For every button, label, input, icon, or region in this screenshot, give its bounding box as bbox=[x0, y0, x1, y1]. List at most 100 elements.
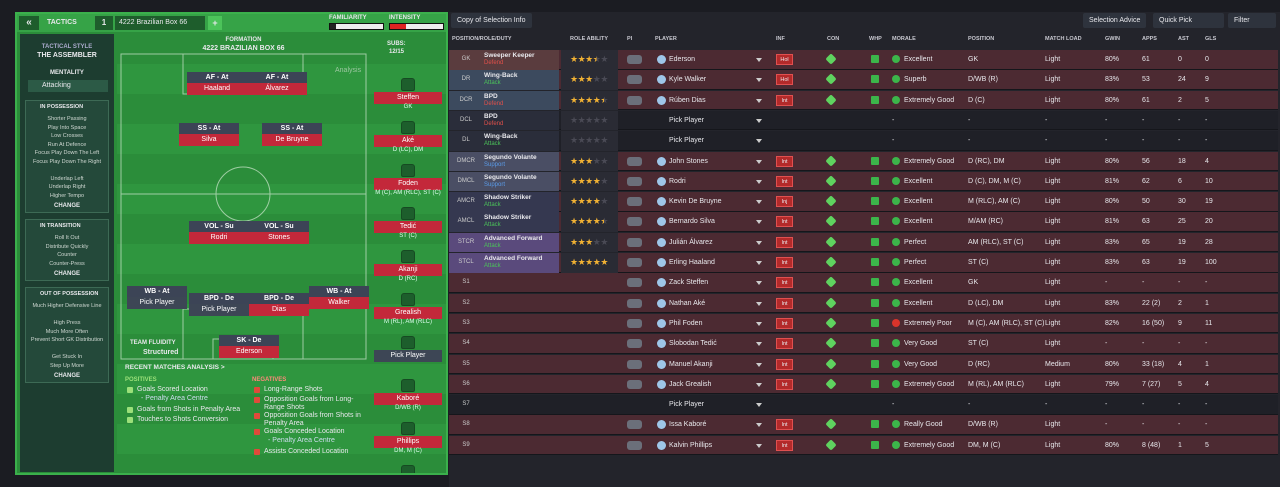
position-card[interactable]: WB - At Pick Player bbox=[127, 286, 187, 309]
dropdown-arrow[interactable] bbox=[756, 403, 762, 408]
table-row[interactable]: DMCL Segundo Volante Support ★★★★★ Rodri Int E… bbox=[449, 171, 1278, 192]
dropdown-arrow[interactable] bbox=[756, 301, 762, 306]
back-button[interactable]: « bbox=[19, 16, 39, 30]
table-row[interactable]: S9 Kalvin Phillips Int Extremely Good DM, M … bbox=[449, 435, 1278, 456]
player-name[interactable]: Rodri bbox=[669, 177, 686, 185]
player-name[interactable]: Kalvin Phillips bbox=[669, 441, 713, 449]
player-name[interactable]: Erling Haaland bbox=[669, 259, 715, 266]
mentality[interactable]: Attacking bbox=[28, 80, 108, 92]
sub-card[interactable]: Pick Player bbox=[374, 336, 442, 362]
player-name[interactable]: John Stones bbox=[669, 157, 708, 165]
table-row[interactable]: DR Wing-Back Attack ★★★★★ Kyle Walker Hol Supe… bbox=[449, 70, 1278, 90]
filter[interactable]: Filter bbox=[1228, 13, 1276, 28]
column-header[interactable]: GWIN bbox=[1105, 36, 1120, 42]
dropdown-arrow[interactable] bbox=[756, 240, 762, 245]
player-name[interactable]: Kevin De Bruyne bbox=[669, 198, 722, 206]
add-tactic[interactable]: + bbox=[208, 16, 222, 30]
table-row[interactable]: STCL Advanced Forward Attack ★★★★★ Erling Ha… bbox=[449, 253, 1278, 273]
position-card[interactable]: VOL - Su Rodri bbox=[189, 221, 249, 244]
player-name[interactable]: Jack Grealish bbox=[669, 380, 712, 388]
table-row[interactable]: S2 Nathan Aké Int Excellent D (LC), DM Light 8… bbox=[449, 293, 1278, 314]
player-name[interactable]: Zack Steffen bbox=[669, 279, 709, 287]
player-name[interactable]: Nathan Aké bbox=[669, 299, 706, 307]
table-row[interactable]: S1 Zack Steffen Int Excellent GK Light - - - - bbox=[449, 273, 1278, 293]
position-card[interactable]: WB - At Walker bbox=[309, 286, 369, 309]
dropdown-arrow[interactable] bbox=[756, 382, 762, 387]
column-header[interactable]: ROLE ABILITY bbox=[570, 36, 608, 42]
dropdown-arrow[interactable] bbox=[756, 159, 762, 164]
player-name[interactable]: Slobodan Tedić bbox=[669, 340, 717, 348]
table-row[interactable]: S5 Manuel Akanji Int Very Good D (RC) Medium 8… bbox=[449, 354, 1278, 374]
player-name[interactable]: Issa Kaboré bbox=[669, 421, 707, 429]
table-row[interactable]: DCL BPD Defend ★★★★★ Pick Player - - - - - - - bbox=[449, 110, 1278, 131]
dropdown-arrow[interactable] bbox=[756, 443, 762, 448]
column-header[interactable]: INF bbox=[776, 36, 785, 42]
dropdown-arrow[interactable] bbox=[756, 261, 762, 265]
sub-card[interactable]: Grealish M (RL), AM (RLC) bbox=[374, 293, 442, 325]
sub-card[interactable]: Ortega bbox=[374, 465, 442, 473]
column-header[interactable]: PLAYER bbox=[655, 36, 677, 42]
position-card[interactable]: BPD - De Dias bbox=[249, 293, 309, 316]
column-header[interactable]: POSITION bbox=[968, 36, 995, 42]
tab-label[interactable]: TACTICS bbox=[47, 19, 77, 26]
player-name[interactable]: Pick Player bbox=[669, 137, 705, 145]
analysis-toggle[interactable]: Analysis bbox=[335, 67, 362, 74]
table-row[interactable]: GK Sweeper Keeper Defend ★★★★★ Ederson Hol Exc… bbox=[449, 50, 1278, 70]
dropdown-arrow[interactable] bbox=[756, 321, 762, 326]
dropdown-arrow[interactable] bbox=[756, 58, 762, 62]
dropdown-arrow[interactable] bbox=[756, 281, 762, 286]
sub-card[interactable]: Aké D (LC), DM bbox=[374, 121, 442, 153]
dropdown-arrow[interactable] bbox=[756, 220, 762, 225]
dropdown-arrow[interactable] bbox=[756, 423, 762, 428]
column-header[interactable]: CON bbox=[827, 36, 840, 42]
player-name[interactable]: Julián Álvarez bbox=[669, 238, 713, 246]
player-name[interactable]: Pick Player bbox=[669, 116, 705, 124]
table-row[interactable]: AMCR Shadow Striker Attack ★★★★★ Kevin De Br… bbox=[449, 192, 1278, 212]
column-header[interactable]: MATCH LOAD bbox=[1045, 36, 1082, 42]
selection-advice[interactable]: Selection Advice bbox=[1083, 13, 1147, 28]
column-header[interactable]: GLS bbox=[1205, 36, 1217, 42]
table-row[interactable]: S3 Phil Foden Int Extremely Poor M (C), AM (… bbox=[449, 313, 1278, 334]
sub-card[interactable]: Tedić ST (C) bbox=[374, 207, 442, 239]
position-card[interactable]: SK - De Ederson bbox=[219, 335, 279, 358]
table-row[interactable]: S7 Pick Player - - - - - - - bbox=[449, 395, 1278, 415]
dropdown-arrow[interactable] bbox=[756, 342, 762, 347]
change-button[interactable]: CHANGE bbox=[53, 373, 80, 379]
sub-card[interactable]: Phillips DM, M (C) bbox=[374, 422, 442, 454]
player-name[interactable]: Manuel Akanji bbox=[669, 360, 713, 368]
player-name[interactable]: Phil Foden bbox=[669, 319, 703, 327]
position-card[interactable]: SS - At Silva bbox=[179, 123, 239, 146]
sub-card[interactable]: Kaboré D/WB (R) bbox=[374, 379, 442, 411]
dropdown-arrow[interactable] bbox=[756, 98, 762, 103]
quick-pick[interactable]: Quick Pick bbox=[1153, 13, 1224, 28]
column-header[interactable]: AST bbox=[1178, 36, 1189, 42]
analysis-title[interactable]: RECENT MATCHES ANALYSIS > bbox=[125, 364, 225, 371]
change-button[interactable]: CHANGE bbox=[53, 203, 80, 209]
player-name[interactable]: Pick Player bbox=[669, 401, 705, 409]
table-row[interactable]: DCR BPD Defend ★★★★★ Rúben Dias Int Extremely … bbox=[449, 90, 1278, 111]
player-name[interactable]: Ederson bbox=[669, 56, 696, 63]
copy-selection[interactable]: Copy of Selection Info bbox=[451, 13, 532, 28]
dropdown-arrow[interactable] bbox=[756, 179, 762, 184]
position-card[interactable]: SS - At De Bruyne bbox=[262, 123, 322, 146]
table-row[interactable]: S8 Issa Kaboré Int Really Good D/WB (R) Light… bbox=[449, 415, 1278, 435]
player-name[interactable]: Rúben Dias bbox=[669, 96, 706, 104]
dropdown-arrow[interactable] bbox=[756, 362, 762, 367]
column-header[interactable]: POSITION/ROLE/DUTY bbox=[452, 36, 512, 42]
position-card[interactable]: AF - At Haaland bbox=[187, 72, 247, 95]
tactic-name[interactable]: 4222 Brazilian Box 66 bbox=[115, 16, 205, 30]
position-card[interactable]: VOL - Su Stones bbox=[249, 221, 309, 244]
tactical-style[interactable]: THE ASSEMBLER bbox=[37, 52, 97, 59]
dropdown-arrow[interactable] bbox=[756, 78, 762, 83]
column-header[interactable]: WHP bbox=[869, 36, 882, 42]
tactic-slot[interactable]: 1 bbox=[95, 16, 113, 30]
position-card[interactable]: BPD - De Pick Player bbox=[189, 293, 249, 316]
player-name[interactable]: Kyle Walker bbox=[669, 76, 707, 84]
change-button[interactable]: CHANGE bbox=[53, 271, 80, 277]
dropdown-arrow[interactable] bbox=[756, 139, 762, 144]
table-row[interactable]: STCR Advanced Forward Attack ★★★★★ Julián Ál… bbox=[449, 232, 1278, 253]
column-header[interactable]: PI bbox=[627, 36, 633, 42]
sub-card[interactable]: Steffen GK bbox=[374, 78, 442, 110]
table-row[interactable]: AMCL Shadow Striker Attack ★★★★★ Bernardo Si… bbox=[449, 212, 1278, 232]
position-card[interactable]: AF - At Álvarez bbox=[247, 72, 307, 95]
